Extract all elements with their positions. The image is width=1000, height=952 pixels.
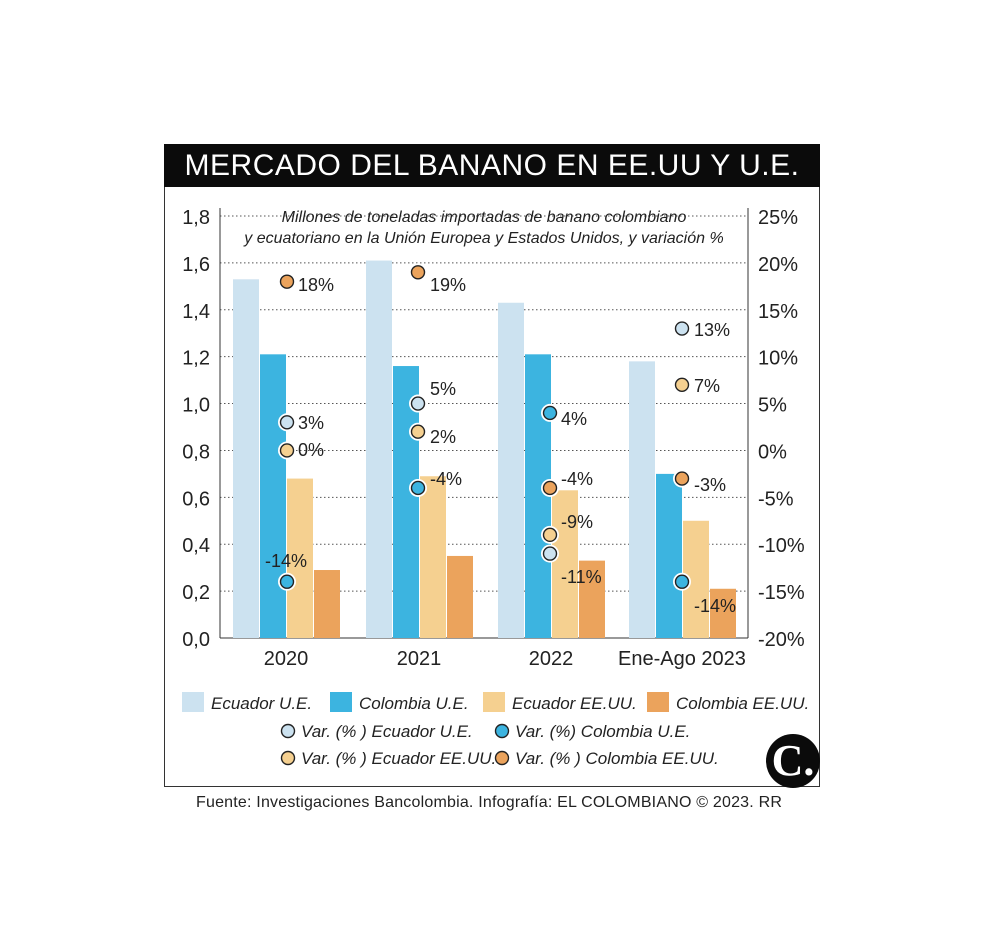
variation-marker: [410, 396, 426, 411]
source-credit: Fuente: Investigaciones Bancolombia. Inf…: [196, 794, 783, 811]
variation-marker: [279, 274, 295, 289]
y-left-tick-label: 0,8: [182, 441, 210, 463]
bar: [366, 260, 392, 638]
variation-marker: [674, 471, 690, 486]
bar: [579, 560, 605, 638]
y-right-tick-label: -15%: [758, 582, 805, 604]
bar: [233, 279, 259, 638]
bar: [629, 361, 655, 638]
variation-marker: [279, 443, 295, 458]
variation-label: 18%: [298, 275, 334, 295]
variation-label: 2%: [430, 427, 456, 447]
bar: [498, 302, 524, 638]
chart-subtitle-line: y ecuatoriano en la Unión Europea y Esta…: [243, 230, 723, 247]
y-left-tick-label: 0,2: [182, 582, 210, 604]
variation-label: -9%: [561, 512, 593, 532]
y-right-tick-label: 10%: [758, 348, 798, 370]
y-right-tick-label: 20%: [758, 254, 798, 276]
page-title: MERCADO DEL BANANO EN EE.UU Y U.E.: [164, 144, 820, 187]
variation-marker: [279, 574, 295, 589]
y-left-tick-label: 1,6: [182, 254, 210, 276]
x-tick-label: 2022: [529, 648, 574, 670]
x-tick-label: 2021: [397, 648, 442, 670]
x-tick-label: 2020: [264, 648, 309, 670]
variation-label: -4%: [561, 469, 593, 489]
variation-marker: [542, 405, 558, 421]
legend-marker: [494, 723, 510, 739]
legend-label: Var. (% ) Ecuador U.E.: [301, 722, 473, 741]
legend-marker: [494, 750, 510, 766]
variation-label: 3%: [298, 413, 324, 433]
variation-label: 4%: [561, 409, 587, 429]
variation-label: 13%: [694, 320, 730, 340]
bar: [420, 476, 446, 638]
variation-label: 19%: [430, 275, 466, 295]
legend-marker: [280, 750, 296, 766]
x-tick-label: Ene-Ago 2023: [618, 648, 746, 670]
variation-marker: [542, 546, 558, 561]
variation-marker: [674, 377, 690, 392]
variation-marker: [410, 480, 426, 496]
variation-marker: [410, 265, 426, 280]
bar: [260, 354, 286, 638]
variation-marker: [410, 424, 426, 439]
bar: [552, 490, 578, 638]
legend-label: Var. (%) Colombia U.E.: [515, 722, 690, 741]
legend-label: Var. (% ) Colombia EE.UU.: [515, 749, 719, 768]
y-right-tick-label: 15%: [758, 301, 798, 323]
variation-marker: [674, 321, 690, 336]
legend-swatch: [182, 692, 204, 712]
y-left-tick-label: 0,6: [182, 488, 210, 510]
legend-swatch: [330, 692, 352, 712]
variation-label: 5%: [430, 379, 456, 399]
legend-marker: [280, 723, 296, 739]
legend-label: Var. (% ) Ecuador EE.UU.: [301, 749, 496, 768]
legend-swatch: [647, 692, 669, 712]
y-left-tick-label: 1,4: [182, 301, 210, 323]
legend-label: Colombia U.E.: [359, 694, 469, 713]
legend-label: Colombia EE.UU.: [676, 694, 809, 713]
bar: [447, 555, 473, 638]
bar: [287, 478, 313, 638]
y-left-tick-label: 0,0: [182, 629, 210, 651]
y-right-tick-label: 5%: [758, 395, 787, 417]
bar: [314, 570, 340, 638]
y-left-tick-label: 1,2: [182, 348, 210, 370]
chart-subtitle-line: Millones de toneladas importadas de bana…: [282, 209, 687, 226]
y-left-tick-label: 1,0: [182, 395, 210, 417]
legend-label: Ecuador U.E.: [211, 694, 312, 713]
variation-marker: [542, 527, 558, 543]
y-right-tick-label: 25%: [758, 207, 798, 229]
variation-label: 7%: [694, 376, 720, 396]
y-right-tick-label: -10%: [758, 535, 805, 557]
variation-label: -14%: [694, 596, 736, 616]
bar: [656, 473, 682, 638]
variation-label: -14%: [265, 551, 307, 571]
variation-marker: [674, 574, 690, 589]
bar: [710, 588, 736, 638]
el-colombiano-logo: C.: [766, 734, 820, 788]
variation-marker: [542, 480, 558, 496]
variation-label: -3%: [694, 475, 726, 495]
variation-label: -4%: [430, 469, 462, 489]
y-left-tick-label: 0,4: [182, 535, 210, 557]
variation-label: -11%: [561, 567, 602, 587]
y-right-tick-label: 0%: [758, 441, 787, 463]
y-right-tick-label: -20%: [758, 629, 805, 651]
variation-label: 0%: [298, 440, 324, 460]
y-left-tick-label: 1,8: [182, 207, 210, 229]
variation-marker: [279, 415, 295, 430]
legend-label: Ecuador EE.UU.: [512, 694, 637, 713]
y-right-tick-label: -5%: [758, 488, 794, 510]
legend-swatch: [483, 692, 505, 712]
